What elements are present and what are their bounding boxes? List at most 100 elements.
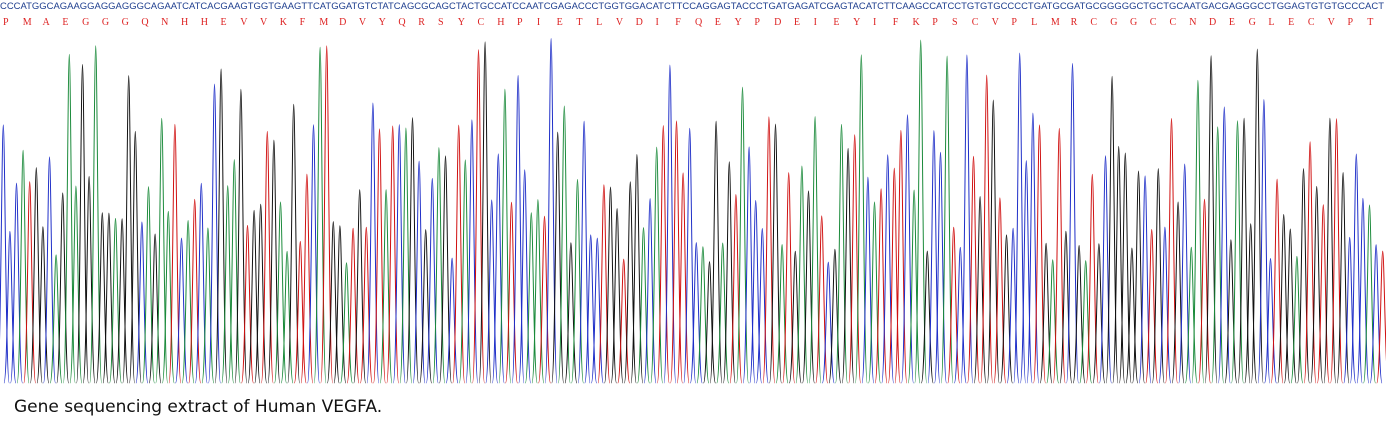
- peak: [142, 186, 155, 384]
- peak: [802, 190, 815, 384]
- peak: [69, 185, 83, 384]
- peak: [0, 124, 10, 384]
- peak: [511, 74, 525, 384]
- peak: [379, 189, 393, 384]
- peak: [478, 41, 492, 384]
- peak: [353, 189, 367, 384]
- peak: [1099, 155, 1112, 384]
- peak: [1145, 229, 1159, 384]
- peak: [498, 88, 512, 384]
- amino-acid: Q: [695, 17, 703, 28]
- amino-acid: V: [260, 17, 268, 28]
- peak: [1184, 246, 1198, 384]
- amino-acid: P: [517, 17, 523, 28]
- peak: [656, 125, 670, 384]
- amino-acid: P: [754, 17, 760, 28]
- amino-acid: L: [596, 17, 602, 28]
- dna-sequence: CCCATGGCAGAAGGAGGAGGGCAGAATCATCACGAAGTGG…: [0, 1, 1385, 11]
- peak: [637, 227, 650, 384]
- amino-acid: F: [675, 17, 681, 28]
- amino-acid: I: [814, 17, 817, 28]
- amino-acid: H: [497, 17, 504, 28]
- amino-acid: Q: [141, 17, 149, 28]
- peak: [346, 227, 360, 384]
- amino-acid: E: [557, 17, 563, 28]
- amino-acid: G: [102, 17, 109, 28]
- peak: [36, 226, 50, 384]
- amino-acid: F: [300, 17, 306, 28]
- amino-acid: I: [537, 17, 540, 28]
- peak: [175, 237, 188, 384]
- amino-acid: E: [833, 17, 839, 28]
- peak: [82, 175, 96, 384]
- amino-acid: V: [1328, 17, 1336, 28]
- amino-acid: P: [1347, 17, 1353, 28]
- peak: [1092, 243, 1106, 384]
- peak: [56, 192, 70, 384]
- amino-acid: R: [418, 17, 425, 28]
- peak: [623, 181, 637, 384]
- peak: [590, 237, 604, 384]
- peak: [241, 224, 254, 384]
- peak: [10, 182, 23, 384]
- amino-acid: G: [122, 17, 129, 28]
- amino-acid: Y: [379, 17, 386, 28]
- amino-acid: P: [1011, 17, 1017, 28]
- peak: [201, 227, 215, 384]
- peak: [887, 167, 901, 384]
- peak: [808, 116, 822, 384]
- peak: [1316, 204, 1330, 384]
- amino-acid: M: [23, 17, 32, 28]
- peak: [1046, 259, 1060, 384]
- peak: [439, 155, 452, 384]
- peak: [1105, 75, 1119, 384]
- peak: [300, 173, 314, 384]
- peak: [1290, 255, 1304, 384]
- peak: [650, 146, 664, 384]
- amino-acid: C: [1150, 17, 1157, 28]
- peak: [1178, 163, 1192, 384]
- amino-acid: G: [1110, 17, 1117, 28]
- peak: [280, 250, 294, 384]
- peak: [122, 75, 136, 384]
- peak: [505, 201, 518, 384]
- amino-acid: P: [932, 17, 938, 28]
- peak: [973, 196, 987, 384]
- amino-acid: I: [873, 17, 876, 28]
- amino-acid: G: [1249, 17, 1256, 28]
- peak: [89, 45, 103, 384]
- peak: [709, 120, 723, 384]
- amino-acid: C: [1170, 17, 1177, 28]
- peak: [551, 131, 565, 384]
- peak: [538, 215, 551, 384]
- amino-acid: H: [181, 17, 188, 28]
- amino-acid: T: [576, 17, 582, 28]
- peak: [1349, 153, 1363, 384]
- amino-acid: C: [478, 17, 485, 28]
- peak: [465, 119, 479, 384]
- amino-acid: Y: [853, 17, 860, 28]
- peak: [1019, 160, 1033, 384]
- peak: [729, 194, 743, 384]
- peak: [683, 127, 697, 384]
- peak: [1244, 223, 1258, 384]
- peak: [571, 178, 584, 384]
- peak: [359, 226, 373, 384]
- peak: [1085, 173, 1099, 384]
- peak: [828, 248, 842, 384]
- peak: [62, 53, 76, 384]
- peak: [1158, 226, 1172, 384]
- amino-acid: R: [1071, 17, 1078, 28]
- amino-acid: P: [3, 17, 9, 28]
- peak: [458, 159, 472, 384]
- peak: [234, 88, 248, 384]
- peak: [934, 151, 947, 384]
- amino-acid: M: [319, 17, 328, 28]
- amino-acid: S: [438, 17, 444, 28]
- peak: [148, 233, 162, 384]
- peak: [524, 212, 538, 384]
- peak: [703, 261, 716, 384]
- amino-acid: E: [220, 17, 226, 28]
- peak: [1165, 118, 1178, 384]
